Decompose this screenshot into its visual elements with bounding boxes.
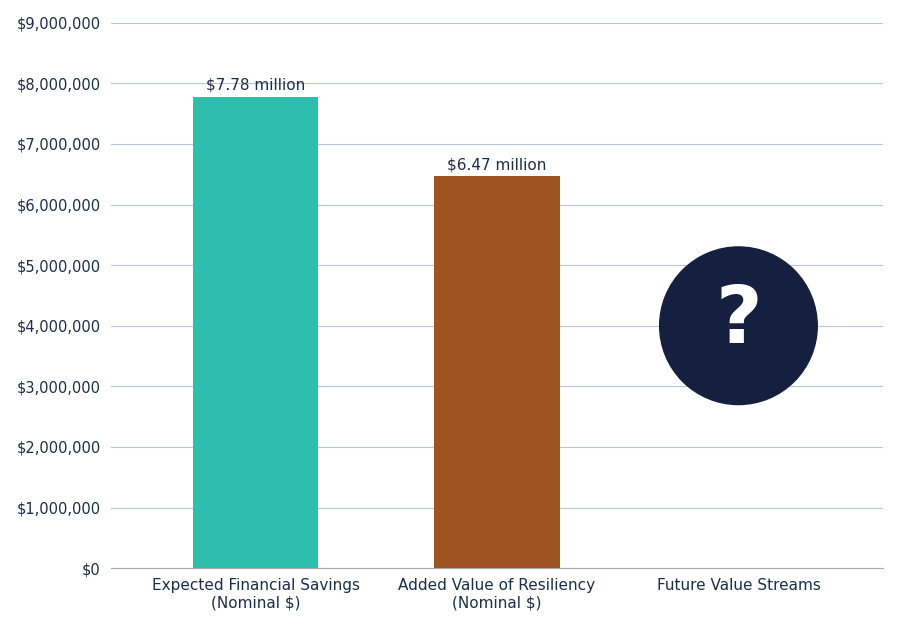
Text: ?: ? <box>716 282 761 360</box>
Text: $6.47 million: $6.47 million <box>447 157 546 172</box>
Bar <box>193 97 319 568</box>
Text: $7.78 million: $7.78 million <box>206 78 305 93</box>
Bar <box>434 176 560 568</box>
